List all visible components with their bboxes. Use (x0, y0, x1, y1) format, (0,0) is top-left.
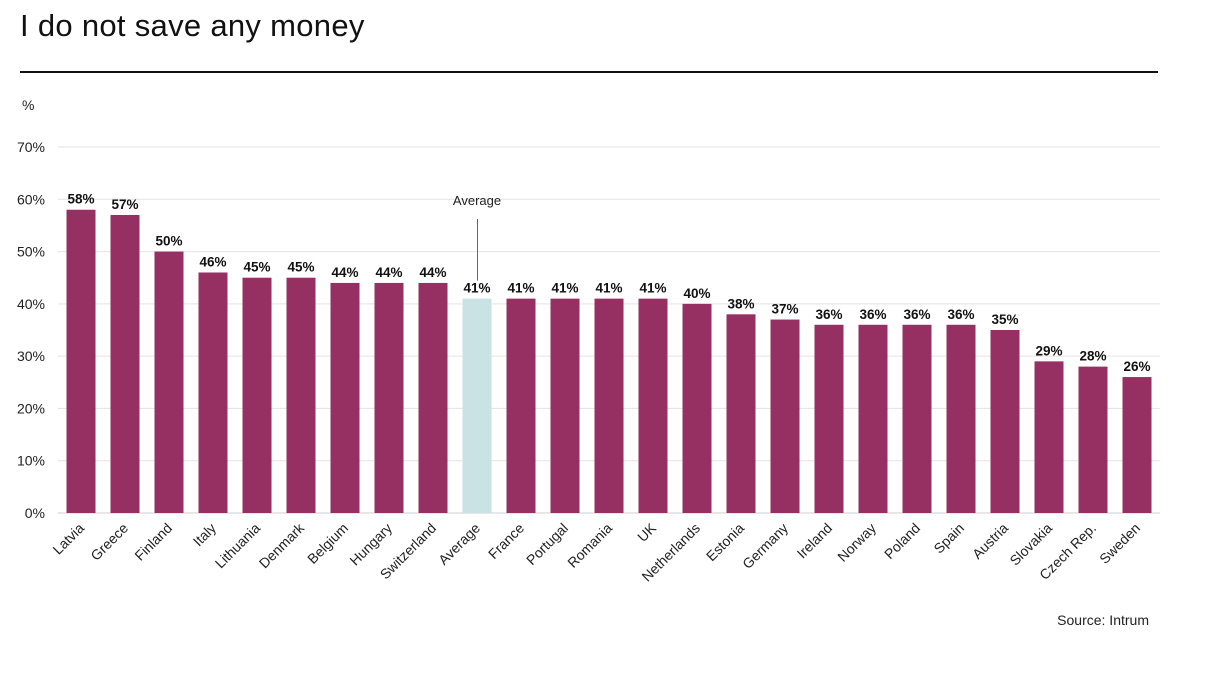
chart-title: I do not save any money (20, 8, 365, 43)
data-label: 28% (1079, 349, 1106, 364)
bar-austria (990, 330, 1020, 513)
data-label: 36% (947, 307, 974, 322)
bar-ireland (814, 324, 844, 513)
category-label: Spain (930, 520, 967, 557)
category-label: Average (435, 520, 483, 568)
data-label: 45% (287, 260, 314, 275)
data-labels: 58% 57% 50% 46% 45% 45% 44% 44% 44% 41% 41% 41% 41% 4… (67, 192, 1150, 374)
y-tick-label: 10% (17, 453, 45, 469)
bar-switzerland (418, 282, 448, 513)
data-label: 57% (111, 197, 138, 212)
data-label: 50% (155, 234, 182, 249)
bar-romania (594, 298, 624, 513)
bar-poland (902, 324, 932, 513)
category-label: Italy (190, 520, 219, 549)
data-label: 45% (243, 260, 270, 275)
category-label: Lithuania (212, 520, 264, 572)
bar-czech-rep (1078, 366, 1108, 513)
bar-germany (770, 319, 800, 513)
title-divider (20, 71, 1158, 73)
data-label: 41% (639, 281, 666, 296)
bar-belgium (330, 282, 360, 513)
data-label: 46% (199, 254, 226, 269)
data-label: 44% (375, 265, 402, 280)
category-label: Sweden (1096, 520, 1143, 567)
data-label: 44% (419, 265, 446, 280)
bar-denmark (286, 277, 316, 513)
bar-average (462, 298, 492, 513)
y-tick-label: 30% (17, 348, 45, 364)
bar-portugal (550, 298, 580, 513)
y-axis-unit-label: % (22, 97, 35, 113)
category-label: Greece (87, 520, 131, 564)
y-axis-ticks: 0% 10% 20% 30% 40% 50% 60% 70% (17, 139, 45, 521)
y-tick-label: 50% (17, 244, 45, 260)
category-label: Norway (834, 520, 879, 565)
y-tick-label: 70% (17, 139, 45, 155)
category-labels: Latvia Greece Finland ItalyLithuaniaDenmark… (49, 519, 1143, 584)
category-label: Latvia (49, 520, 87, 558)
category-label: UK (634, 519, 660, 545)
bar-italy (198, 272, 228, 513)
category-label: France (485, 520, 527, 562)
data-label: 40% (683, 286, 710, 301)
data-label: 26% (1123, 359, 1150, 374)
bar-france (506, 298, 536, 513)
bar-lithuania (242, 277, 272, 513)
bar-uk (638, 298, 668, 513)
data-label: 36% (903, 307, 930, 322)
data-label: 29% (1035, 343, 1062, 358)
data-label: 44% (331, 265, 358, 280)
bar-netherlands (682, 303, 712, 513)
data-label: 36% (815, 307, 842, 322)
bars (66, 209, 1152, 514)
category-label: Romania (564, 520, 615, 571)
data-label: 41% (507, 281, 534, 296)
data-label: 38% (727, 296, 754, 311)
annotation-label: Average (453, 193, 501, 208)
bar-hungary (374, 282, 404, 513)
category-label: Portugal (523, 520, 571, 568)
category-label: Germany (739, 520, 791, 572)
y-tick-label: 40% (17, 296, 45, 312)
data-label: 37% (771, 302, 798, 317)
data-label: 41% (551, 281, 578, 296)
data-label: 41% (595, 281, 622, 296)
bar-finland (154, 251, 184, 514)
category-label: Finland (131, 520, 175, 564)
bar-greece (110, 214, 140, 513)
bar-latvia (66, 209, 96, 513)
category-label: Denmark (256, 519, 308, 571)
average-annotation: Average (453, 193, 501, 281)
data-label: 35% (991, 312, 1018, 327)
y-tick-label: 0% (25, 505, 45, 521)
bar-estonia (726, 314, 756, 513)
category-label: Ireland (794, 520, 836, 562)
bar-sweden (1122, 377, 1152, 513)
bar-slovakia (1034, 361, 1064, 513)
data-label: 41% (463, 281, 490, 296)
bar-spain (946, 324, 976, 513)
source-note: Source: Intrum (1057, 612, 1149, 628)
y-tick-label: 20% (17, 400, 45, 416)
data-label: 36% (859, 307, 886, 322)
category-label: Poland (881, 520, 923, 562)
category-label: Austria (969, 520, 1011, 562)
category-label: Estonia (703, 520, 747, 564)
y-tick-label: 60% (17, 191, 45, 207)
bar-norway (858, 324, 888, 513)
category-label: Belgium (304, 520, 351, 567)
data-label: 58% (67, 192, 94, 207)
